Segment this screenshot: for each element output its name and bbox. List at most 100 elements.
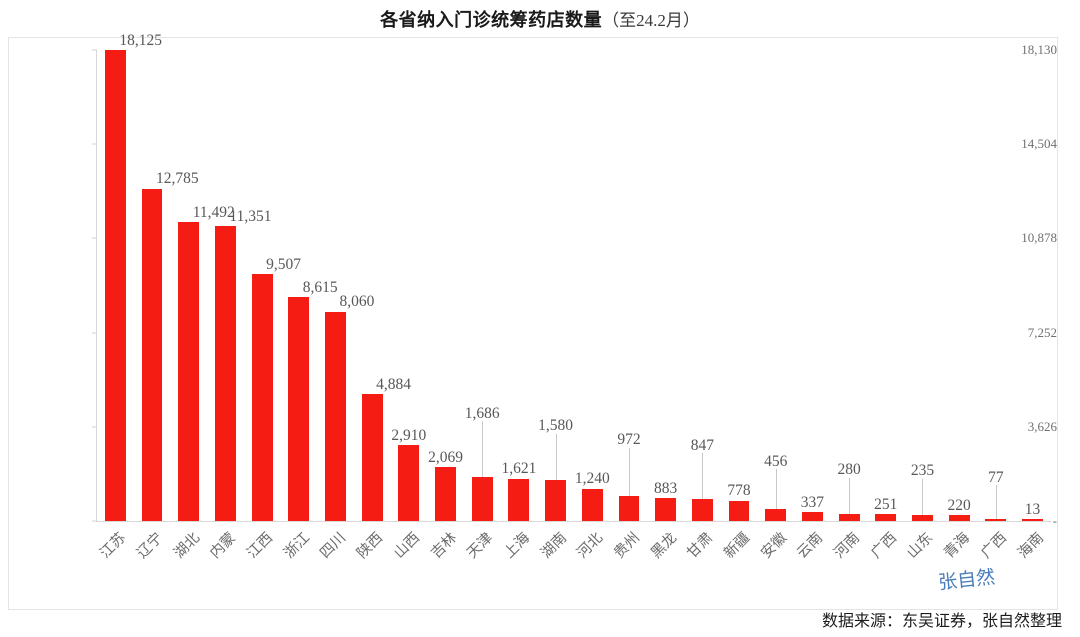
x-axis-tick-label: 湖北 xyxy=(171,529,203,562)
x-axis-tick-label: 广西 xyxy=(868,529,900,562)
x-axis-tick-label: 浙江 xyxy=(281,529,313,562)
bar-slot: 1,621 xyxy=(501,50,538,521)
x-axis-tick-label: 辽宁 xyxy=(134,529,167,562)
x-axis-label-slot: 江苏 xyxy=(97,523,134,609)
bar-value-label: 1,621 xyxy=(501,460,537,478)
bar[interactable]: 1,240 xyxy=(575,471,610,521)
bar[interactable]: 2,069 xyxy=(428,450,463,521)
x-axis-tick-label: 上海 xyxy=(501,529,534,562)
bar[interactable]: 972 xyxy=(617,432,641,521)
y-axis-tick-label: 7,252 xyxy=(1027,324,1057,340)
bar-slot: 4,884 xyxy=(354,50,411,521)
bar-slot: 235 xyxy=(904,50,941,521)
bar[interactable]: 77 xyxy=(985,469,1007,521)
bar-slot: 1,240 xyxy=(574,50,611,521)
label-leader-line xyxy=(482,421,484,478)
bar-value-label: 1,686 xyxy=(464,404,500,422)
x-axis-label-slot: 四川 xyxy=(317,523,354,609)
x-axis-tick-label: 青海 xyxy=(941,529,974,562)
x-axis-label-slot: 黑龙 xyxy=(647,523,684,609)
bar-value-label: 847 xyxy=(690,436,714,454)
bar-slot: 280 xyxy=(831,50,868,521)
bar[interactable]: 9,507 xyxy=(251,256,301,521)
x-axis-tick-label: 海南 xyxy=(1014,529,1047,562)
x-axis-label-slot: 湖南 xyxy=(537,523,574,609)
bar[interactable]: 337 xyxy=(801,495,824,521)
bar[interactable]: 8,060 xyxy=(325,294,374,521)
bar[interactable]: 13 xyxy=(1022,501,1043,521)
bar-slot: 77 xyxy=(978,50,1015,521)
x-axis-tick-label: 山东 xyxy=(904,529,937,562)
y-axis-tick-label: 10,878 xyxy=(1021,230,1057,246)
x-axis-label-slot: 湖北 xyxy=(170,523,207,609)
x-axis-tick-label: 安徽 xyxy=(758,529,790,562)
label-leader-line xyxy=(702,453,704,499)
x-axis-tick-label: 江苏 xyxy=(97,529,130,562)
x-axis-label-slot: 海南 xyxy=(1014,523,1051,609)
bar[interactable]: 1,686 xyxy=(465,406,500,521)
bar[interactable]: 456 xyxy=(764,454,787,521)
x-axis-label-slot: 内蒙 xyxy=(207,523,244,609)
bar-value-label: 778 xyxy=(727,482,751,500)
bar[interactable]: 11,492 xyxy=(178,205,235,521)
label-leader-line xyxy=(995,485,997,519)
bar[interactable]: 8,615 xyxy=(288,280,338,521)
bar-value-label: 280 xyxy=(837,461,861,479)
y-axis-tick-mark xyxy=(92,143,97,145)
x-axis-label-slot: 山东 xyxy=(904,523,941,609)
x-axis-tick-label: 四川 xyxy=(317,529,350,562)
x-axis-tick-label: 湖南 xyxy=(537,529,570,562)
bar[interactable]: 220 xyxy=(948,498,971,521)
bar[interactable]: 1,621 xyxy=(501,461,536,521)
bar-series: 18,125 12,785 11,492 11,351 9,507 8,615 8,060 4… xyxy=(97,33,1051,521)
page-title-main: 各省纳入门诊统筹药店数量 xyxy=(380,10,603,30)
y-axis-tick-mark xyxy=(92,332,97,334)
x-axis-tick-label: 江西 xyxy=(244,529,277,562)
bar[interactable]: 251 xyxy=(874,497,897,521)
bar-slot: 11,492 xyxy=(170,50,235,521)
bar-slot: 13 xyxy=(1014,50,1051,521)
x-axis-label-slot: 江西 xyxy=(244,523,281,609)
bar-slot: 972 xyxy=(611,50,648,521)
bar[interactable]: 18,125 xyxy=(104,33,162,521)
bar-slot: 883 xyxy=(647,50,684,521)
bar-value-label: 12,785 xyxy=(156,170,199,188)
x-axis-label-slot: 河北 xyxy=(574,523,611,609)
bar[interactable]: 778 xyxy=(727,483,751,521)
bar[interactable]: 847 xyxy=(691,437,714,521)
bar-slot: 778 xyxy=(721,50,758,521)
bar[interactable]: 11,351 xyxy=(214,209,271,521)
bar-value-label: 1,580 xyxy=(538,417,574,435)
x-axis-label-slot: 河南 xyxy=(831,523,868,609)
label-leader-line xyxy=(628,447,630,496)
bar[interactable]: 12,785 xyxy=(141,171,199,521)
bar[interactable]: 235 xyxy=(911,463,934,521)
y-axis-line xyxy=(96,50,97,521)
bar[interactable]: 1,580 xyxy=(538,418,573,521)
bar-slot: 12,785 xyxy=(134,50,199,521)
x-axis-label-slot: 云南 xyxy=(794,523,831,609)
x-axis-tick-label: 河南 xyxy=(831,529,864,562)
x-axis-label-slot: 广西 xyxy=(867,523,904,609)
page-title: 各省纳入门诊统筹药店数量（至24.2月） xyxy=(0,6,1080,32)
x-axis-label-slot: 青海 xyxy=(941,523,978,609)
bar-slot: 18,125 xyxy=(97,33,162,521)
bar-value-label: 220 xyxy=(947,496,971,514)
x-axis-label-slot: 吉林 xyxy=(427,523,464,609)
bar[interactable]: 4,884 xyxy=(361,377,411,521)
bar-slot: 2,910 xyxy=(391,50,428,521)
bar[interactable]: 280 xyxy=(837,462,861,521)
x-axis-label-slot: 山西 xyxy=(391,523,428,609)
x-axis-line xyxy=(96,521,1051,522)
bar-slot: 1,580 xyxy=(537,50,574,521)
bar[interactable]: 2,910 xyxy=(391,428,426,521)
bar-slot: 2,069 xyxy=(427,50,464,521)
bar[interactable]: 883 xyxy=(654,481,677,521)
x-axis-label-slot: 安徽 xyxy=(757,523,794,609)
bar-slot: 251 xyxy=(867,50,904,521)
bar-value-label: 1,240 xyxy=(574,470,610,488)
bar-value-label: 11,351 xyxy=(229,207,272,225)
bar-slot: 847 xyxy=(684,50,721,521)
y-axis-tick-mark xyxy=(92,49,97,51)
